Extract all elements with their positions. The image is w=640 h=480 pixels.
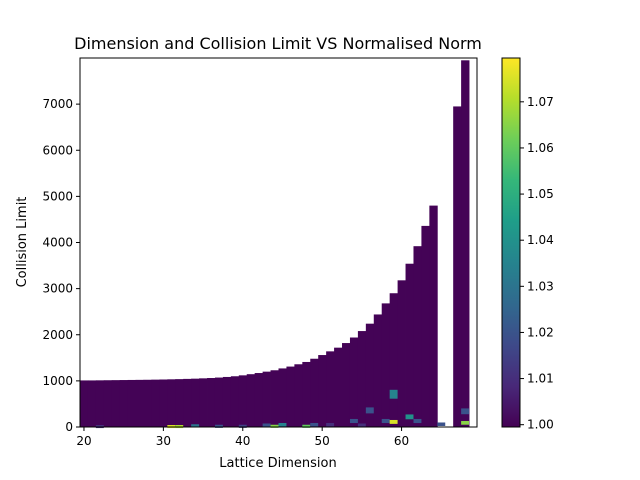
y-tick-label: 2000	[42, 328, 73, 342]
colorbar-tick-label: 1.01	[527, 372, 554, 386]
colorbar-tick-label: 1.06	[527, 141, 554, 155]
heatmap-column	[310, 358, 319, 427]
x-axis-label: Lattice Dimension	[219, 456, 336, 471]
heatmap-column	[214, 377, 224, 427]
heatmap-column	[262, 371, 271, 427]
heatmap-column	[413, 246, 422, 427]
y-tick-label: 0	[65, 420, 73, 434]
heatmap-column	[357, 331, 367, 427]
heatmap-column	[80, 380, 89, 427]
heatmap-cell	[461, 408, 470, 415]
heatmap-cell	[365, 407, 374, 414]
y-tick-label: 5000	[42, 189, 73, 203]
heatmap-cell	[326, 422, 335, 427]
heatmap-column	[143, 379, 152, 427]
chart-title: Dimension and Collision Limit VS Normali…	[74, 34, 482, 53]
heatmap-cell	[278, 422, 287, 427]
heatmap-column	[127, 379, 136, 427]
y-axis: 0 1000 2000 3000 4000 5000 6000 7000	[42, 97, 80, 434]
heatmap-column	[159, 379, 168, 427]
heatmap-column	[191, 378, 200, 427]
y-tick-label: 4000	[42, 236, 73, 250]
colorbar-tick-label: 1.00	[527, 418, 554, 432]
heatmap-column	[326, 351, 335, 427]
heatmap-column	[199, 378, 208, 427]
heatmap-column	[365, 323, 375, 427]
heatmap-column	[405, 263, 414, 427]
y-tick-label: 6000	[42, 143, 73, 157]
heatmap-cell	[405, 414, 414, 420]
heatmap-cell	[238, 424, 247, 428]
heatmap-column	[278, 368, 287, 427]
colorbar-tick-label: 1.04	[527, 233, 554, 247]
heatmap-column	[207, 378, 216, 427]
y-tick-label: 1000	[42, 374, 73, 388]
heatmap-column	[461, 60, 470, 428]
heatmap-cell	[214, 424, 223, 428]
y-tick-label: 3000	[42, 282, 73, 296]
x-tick-label: 20	[76, 434, 91, 448]
heatmap-column	[429, 205, 438, 427]
heatmap-column	[95, 380, 105, 427]
heatmap-column	[381, 303, 391, 427]
heatmap-column	[230, 376, 240, 427]
x-tick-label: 60	[394, 434, 409, 448]
heatmap-column	[103, 380, 113, 427]
heatmap-cell	[389, 419, 398, 424]
heatmap-column	[397, 280, 406, 427]
heatmap-column	[183, 378, 192, 427]
heatmap-cell	[413, 418, 422, 424]
heatmap-column	[167, 379, 176, 427]
heatmap-cell	[310, 422, 319, 427]
colorbar-axis: 1.00 1.01 1.02 1.03 1.04 1.05 1.06 1.07	[520, 95, 554, 432]
x-tick-label: 50	[315, 434, 330, 448]
heatmap-cell	[302, 424, 311, 428]
heatmap-cell	[191, 424, 200, 428]
colorbar-tick-label: 1.07	[527, 95, 554, 109]
heatmap-column	[270, 370, 279, 427]
x-axis: 20 30 40 50 60	[76, 427, 409, 448]
colorbar-tick-label: 1.03	[527, 279, 554, 293]
heatmap-column	[119, 380, 129, 427]
y-axis-label: Collision Limit	[15, 197, 30, 288]
heatmap-column	[318, 355, 327, 427]
heatmap-cell	[262, 423, 271, 427]
heatmap-column	[421, 225, 430, 427]
heatmap-cell	[389, 389, 398, 399]
heatmap-cells	[80, 60, 470, 429]
heatmap-column	[238, 375, 248, 427]
y-tick-label: 7000	[42, 97, 73, 111]
heatmap-column	[175, 379, 184, 427]
heatmap-column	[453, 106, 462, 428]
heatmap-column	[135, 379, 144, 427]
heatmap-column	[87, 380, 97, 427]
heatmap-column	[286, 366, 295, 427]
heatmap-cell	[349, 418, 358, 424]
heatmap-column	[349, 337, 359, 427]
heatmap-column	[334, 347, 343, 427]
heatmap-column	[389, 293, 398, 427]
heatmap-column	[342, 343, 351, 427]
heatmap-column	[302, 361, 311, 427]
x-tick-label: 40	[235, 434, 250, 448]
x-tick-label: 30	[156, 434, 171, 448]
colorbar-tick-label: 1.02	[527, 325, 554, 339]
heatmap-column	[111, 380, 121, 427]
heatmap-column	[254, 373, 264, 427]
heatmap-column	[151, 379, 160, 427]
heatmap-column	[222, 376, 232, 427]
heatmap-column	[373, 314, 383, 427]
colorbar-tick-label: 1.05	[527, 187, 554, 201]
heatmap-cell	[381, 418, 390, 424]
heatmap-column	[246, 374, 256, 427]
heatmap-cell	[270, 424, 279, 428]
heatmap-cell	[461, 420, 470, 425]
heatmap-cell	[357, 423, 366, 427]
colorbar	[501, 57, 521, 428]
heatmap-column	[294, 364, 303, 427]
heatmap-cell	[437, 422, 446, 426]
